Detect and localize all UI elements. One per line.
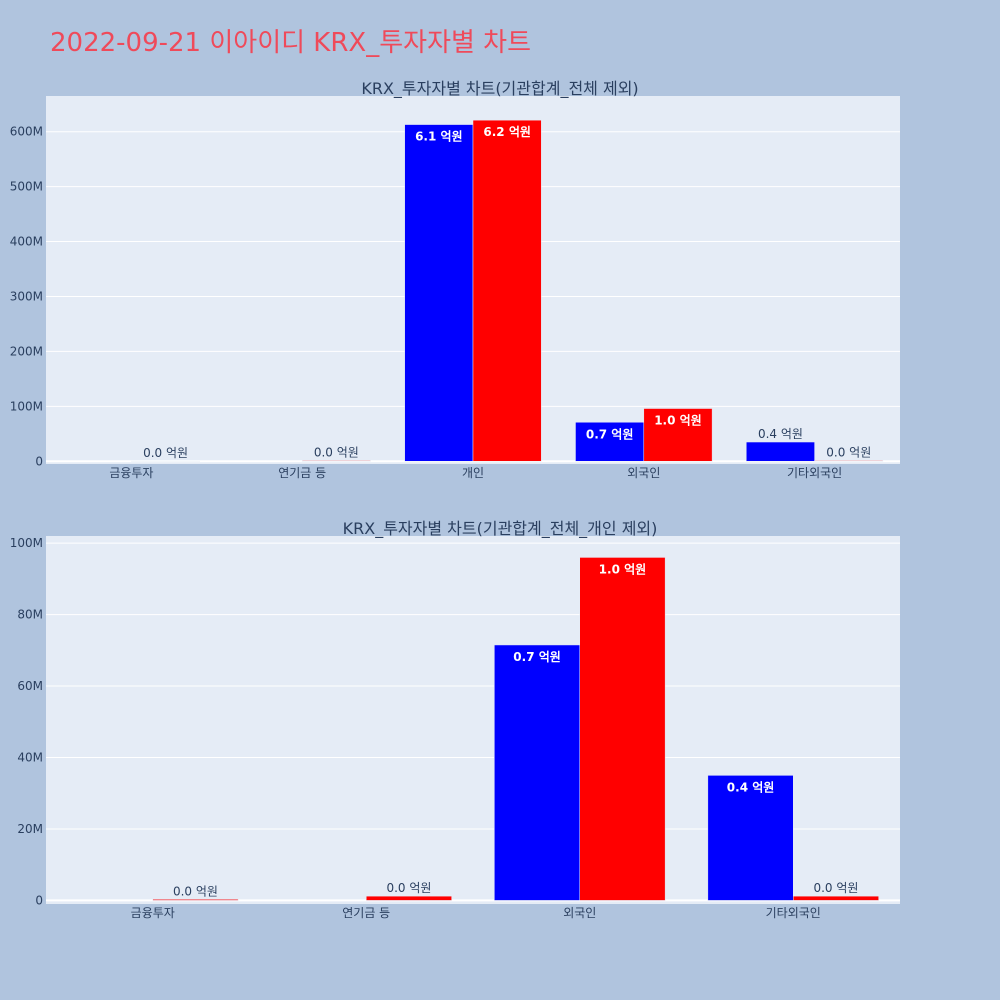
x-tick-label: 금융투자 [109, 466, 153, 480]
data-label: 0.4 억원 [727, 780, 775, 794]
y-tick-label: 80M [17, 608, 43, 622]
bar [404, 124, 474, 462]
chart-1: 0 100M 200M 300M 400M 500M 600M KRX_투자자별 차트(기관합… [10, 79, 900, 480]
y-tick-label: 0 [35, 454, 43, 468]
data-label: 6.2 억원 [483, 125, 531, 139]
x-tick-label: 연기금 등 [278, 466, 326, 480]
y-tick-label: 100M [10, 399, 43, 413]
y-tick-label: 20M [17, 822, 43, 836]
bar [814, 460, 884, 462]
bar [152, 899, 239, 901]
bar [746, 441, 815, 462]
y-tick-label: 200M [10, 344, 43, 358]
bar [472, 119, 542, 462]
bar [366, 895, 452, 901]
data-label: 0.0 억원 [314, 446, 359, 460]
y-tick-label: 500M [10, 180, 43, 194]
y-tick-label: 40M [17, 751, 43, 765]
data-label: 0.7 억원 [586, 427, 634, 441]
y-tick-label: 60M [17, 679, 43, 693]
data-label: 1.0 억원 [654, 414, 702, 428]
data-label: 0.0 억원 [813, 881, 858, 895]
x-tick-label: 외국인 [627, 466, 660, 480]
x-tick-label: 기타외국인 [766, 906, 821, 920]
chart-subtitle: KRX_투자자별 차트(기관합계_전체 제외) [361, 79, 638, 99]
data-label: 0.0 억원 [143, 446, 188, 460]
data-label: 6.1 억원 [415, 130, 463, 144]
x-tick-label: 금융투자 [131, 906, 175, 920]
y-tick-label: 300M [10, 289, 43, 303]
bar [793, 895, 879, 901]
page-title: 2022-09-21 이아이디 KRX_투자자별 차트 [50, 28, 532, 58]
y-tick-label: 400M [10, 235, 43, 249]
data-label: 0.0 억원 [386, 881, 431, 895]
data-label: 0.0 억원 [826, 446, 871, 460]
y-tick-label: 600M [10, 125, 43, 139]
y-tick-label: 100M [10, 536, 43, 550]
x-tick-label: 외국인 [563, 906, 596, 920]
x-tick-label: 연기금 등 [342, 906, 390, 920]
bar [494, 644, 581, 901]
bar [575, 422, 645, 462]
y-tick-label: 0 [35, 893, 43, 907]
chart-subtitle: KRX_투자자별 차트(기관합계_전체_개인 제외) [343, 519, 658, 539]
data-label: 0.7 억원 [513, 650, 561, 664]
bar [301, 460, 371, 462]
data-label: 0.4 억원 [758, 427, 803, 441]
x-tick-label: 기타외국인 [787, 466, 842, 480]
bar [579, 557, 666, 901]
x-tick-label: 개인 [462, 466, 484, 480]
chart-2: 0 20M 40M 60M 80M 100M KRX_투자자별 차트(기관합계_전체_개인 … [10, 519, 900, 920]
data-label: 0.0 억원 [173, 884, 218, 898]
bar [707, 775, 794, 901]
bar [643, 408, 713, 462]
data-label: 1.0 억원 [599, 562, 647, 576]
